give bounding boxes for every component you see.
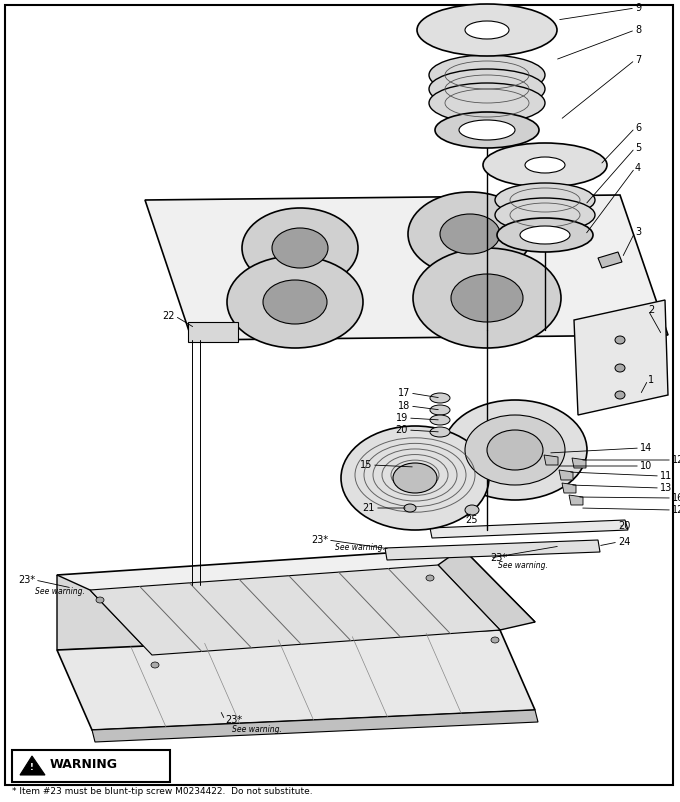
Text: 23*: 23* <box>311 535 328 545</box>
Text: WARNING: WARNING <box>50 759 118 772</box>
Bar <box>188 322 238 342</box>
Text: 24: 24 <box>618 537 630 547</box>
Text: 5: 5 <box>635 143 641 153</box>
Ellipse shape <box>459 120 515 140</box>
Ellipse shape <box>615 391 625 399</box>
Ellipse shape <box>465 505 479 515</box>
Ellipse shape <box>483 143 607 187</box>
Polygon shape <box>57 630 535 730</box>
Text: 17: 17 <box>398 388 410 398</box>
Ellipse shape <box>430 405 450 415</box>
Text: !: ! <box>30 763 34 772</box>
Ellipse shape <box>151 662 159 668</box>
Polygon shape <box>20 756 45 775</box>
Ellipse shape <box>393 463 437 493</box>
Polygon shape <box>430 520 628 538</box>
Ellipse shape <box>451 274 523 322</box>
Ellipse shape <box>491 637 499 643</box>
Ellipse shape <box>429 83 545 123</box>
Text: 18: 18 <box>398 401 410 411</box>
Text: 9: 9 <box>635 3 641 13</box>
Ellipse shape <box>417 4 557 56</box>
Text: 11: 11 <box>660 471 673 481</box>
Ellipse shape <box>426 575 434 581</box>
Text: See warning.: See warning. <box>35 588 85 597</box>
Text: 21: 21 <box>362 503 375 513</box>
Ellipse shape <box>525 157 565 173</box>
Polygon shape <box>92 710 538 742</box>
Text: 12: 12 <box>672 455 680 465</box>
Ellipse shape <box>263 280 327 324</box>
Text: See warning.: See warning. <box>232 726 282 735</box>
Polygon shape <box>572 458 586 468</box>
Text: 7: 7 <box>635 55 641 65</box>
Polygon shape <box>57 575 152 655</box>
Polygon shape <box>598 252 622 268</box>
Ellipse shape <box>443 400 587 500</box>
Ellipse shape <box>242 208 358 288</box>
Ellipse shape <box>227 256 363 348</box>
Text: 19: 19 <box>396 413 408 423</box>
Text: 14: 14 <box>640 443 652 453</box>
Ellipse shape <box>429 55 545 95</box>
Ellipse shape <box>440 214 500 254</box>
Polygon shape <box>574 300 668 415</box>
Text: 8: 8 <box>635 25 641 35</box>
Ellipse shape <box>404 504 416 512</box>
Text: 2: 2 <box>648 305 654 315</box>
Ellipse shape <box>430 427 450 437</box>
Text: 10: 10 <box>640 461 652 471</box>
Ellipse shape <box>413 248 561 348</box>
Polygon shape <box>569 495 583 505</box>
Polygon shape <box>438 548 535 630</box>
Polygon shape <box>57 548 535 648</box>
Ellipse shape <box>96 597 104 603</box>
Text: 15: 15 <box>360 460 372 470</box>
Ellipse shape <box>430 415 450 425</box>
Ellipse shape <box>272 228 328 268</box>
Polygon shape <box>562 483 576 493</box>
Text: 20: 20 <box>396 425 408 435</box>
Text: 1: 1 <box>648 375 654 385</box>
Ellipse shape <box>465 415 565 485</box>
Text: 23*: 23* <box>18 575 35 585</box>
Text: 16: 16 <box>672 493 680 503</box>
Ellipse shape <box>430 393 450 403</box>
Ellipse shape <box>465 21 509 39</box>
Polygon shape <box>559 470 573 480</box>
Text: * Item #23 must be blunt-tip screw M0234422.  Do not substitute.: * Item #23 must be blunt-tip screw M0234… <box>12 788 313 796</box>
Bar <box>12 750 170 782</box>
Text: See warning.: See warning. <box>335 544 385 553</box>
Ellipse shape <box>615 336 625 344</box>
Text: 25: 25 <box>465 515 477 525</box>
Polygon shape <box>385 540 600 560</box>
Text: 6: 6 <box>635 123 641 133</box>
Ellipse shape <box>408 192 532 276</box>
Text: 20: 20 <box>618 521 630 531</box>
Text: 3: 3 <box>635 227 641 237</box>
Text: 12: 12 <box>672 505 680 515</box>
Ellipse shape <box>429 69 545 109</box>
Polygon shape <box>145 195 668 340</box>
Text: 23*: 23* <box>490 553 507 563</box>
Ellipse shape <box>487 430 543 470</box>
Text: 4: 4 <box>635 163 641 173</box>
Ellipse shape <box>615 364 625 372</box>
Ellipse shape <box>435 112 539 148</box>
Ellipse shape <box>341 426 489 530</box>
Ellipse shape <box>495 183 595 217</box>
Text: 13: 13 <box>660 483 673 493</box>
Polygon shape <box>90 565 500 655</box>
Polygon shape <box>544 455 558 465</box>
Text: See warning.: See warning. <box>498 561 548 570</box>
Ellipse shape <box>520 226 570 244</box>
Text: 22: 22 <box>163 311 175 321</box>
Ellipse shape <box>497 218 593 252</box>
Text: 23*: 23* <box>225 715 242 725</box>
Ellipse shape <box>495 198 595 232</box>
